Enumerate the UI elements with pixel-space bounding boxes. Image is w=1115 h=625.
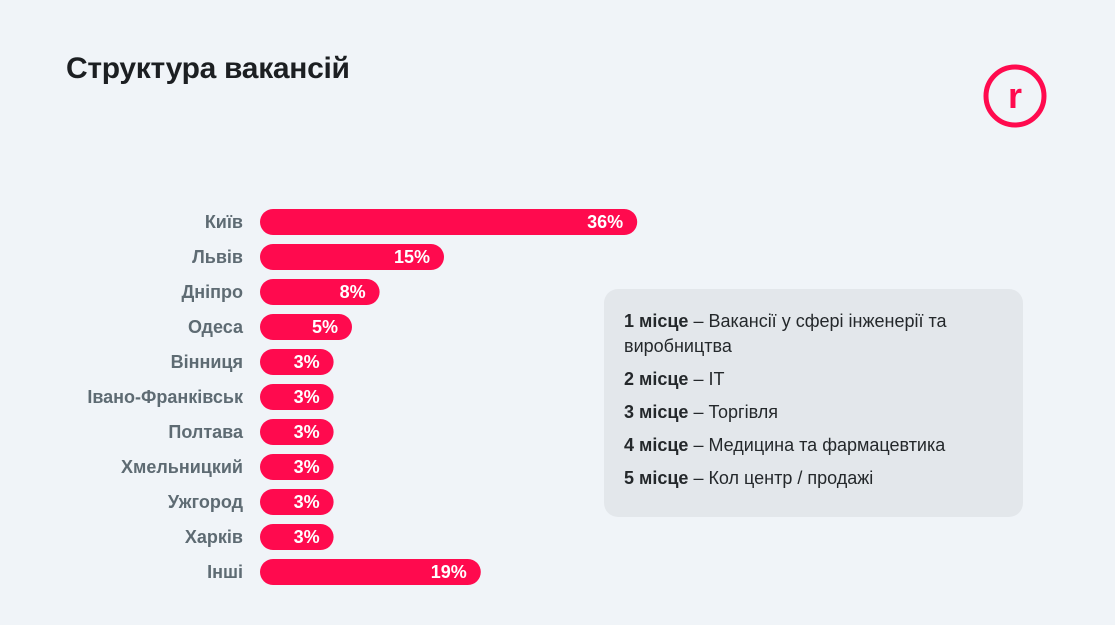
rank-text: – Вакансії у сфері інженерії та виробниц… [624, 311, 947, 356]
svg-text:r: r [1008, 75, 1022, 116]
logo-icon: r [983, 64, 1047, 128]
rank-text: – Кол центр / продажі [693, 468, 874, 488]
bar [260, 349, 334, 375]
category-label: Івано-Франківськ [87, 387, 244, 407]
ranking-item-5: 5 місце – Кол центр / продажі [624, 466, 1003, 491]
ranking-panel: 1 місце – Вакансії у сфері інженерії та … [604, 289, 1023, 517]
value-label: 36% [587, 212, 623, 232]
rank-text: – IT [693, 369, 725, 389]
bar [260, 489, 334, 515]
bar [260, 524, 334, 550]
category-label: Вінниця [171, 352, 243, 372]
category-label: Київ [205, 212, 243, 232]
ranking-item-1: 1 місце – Вакансії у сфері інженерії та … [624, 309, 1003, 359]
rank-text: – Медицина та фармацевтика [693, 435, 946, 455]
value-label: 8% [340, 282, 366, 302]
bar [260, 559, 481, 585]
rank-place: 5 місце [624, 468, 689, 488]
category-label: Львів [192, 247, 243, 267]
value-label: 3% [294, 387, 320, 407]
rank-place: 3 місце [624, 402, 689, 422]
bar [260, 244, 444, 270]
category-label: Дніпро [181, 282, 243, 302]
bar [260, 384, 334, 410]
bar [260, 314, 352, 340]
category-label: Хмельницкий [121, 457, 243, 477]
category-label: Полтава [168, 422, 244, 442]
ranking-item-2: 2 місце – IT [624, 367, 1003, 392]
rank-place: 1 місце [624, 311, 689, 331]
category-label: Харків [185, 527, 243, 547]
ranking-item-4: 4 місце – Медицина та фармацевтика [624, 433, 1003, 458]
page-title: Структура вакансій [66, 52, 350, 85]
value-label: 3% [294, 352, 320, 372]
ranking-item-3: 3 місце – Торгівля [624, 400, 1003, 425]
category-label: Ужгород [168, 492, 244, 512]
rank-text: – Торгівля [693, 402, 779, 422]
rank-place: 4 місце [624, 435, 689, 455]
value-label: 3% [294, 457, 320, 477]
value-label: 19% [431, 562, 467, 582]
rank-place: 2 місце [624, 369, 689, 389]
bar [260, 419, 334, 445]
value-label: 3% [294, 527, 320, 547]
value-label: 3% [294, 422, 320, 442]
category-label: Одеса [188, 317, 244, 337]
bar [260, 209, 638, 235]
value-label: 3% [294, 492, 320, 512]
value-label: 5% [312, 317, 338, 337]
value-label: 15% [394, 247, 430, 267]
bar [260, 279, 380, 305]
category-label: Інші [207, 562, 243, 582]
bar [260, 454, 334, 480]
